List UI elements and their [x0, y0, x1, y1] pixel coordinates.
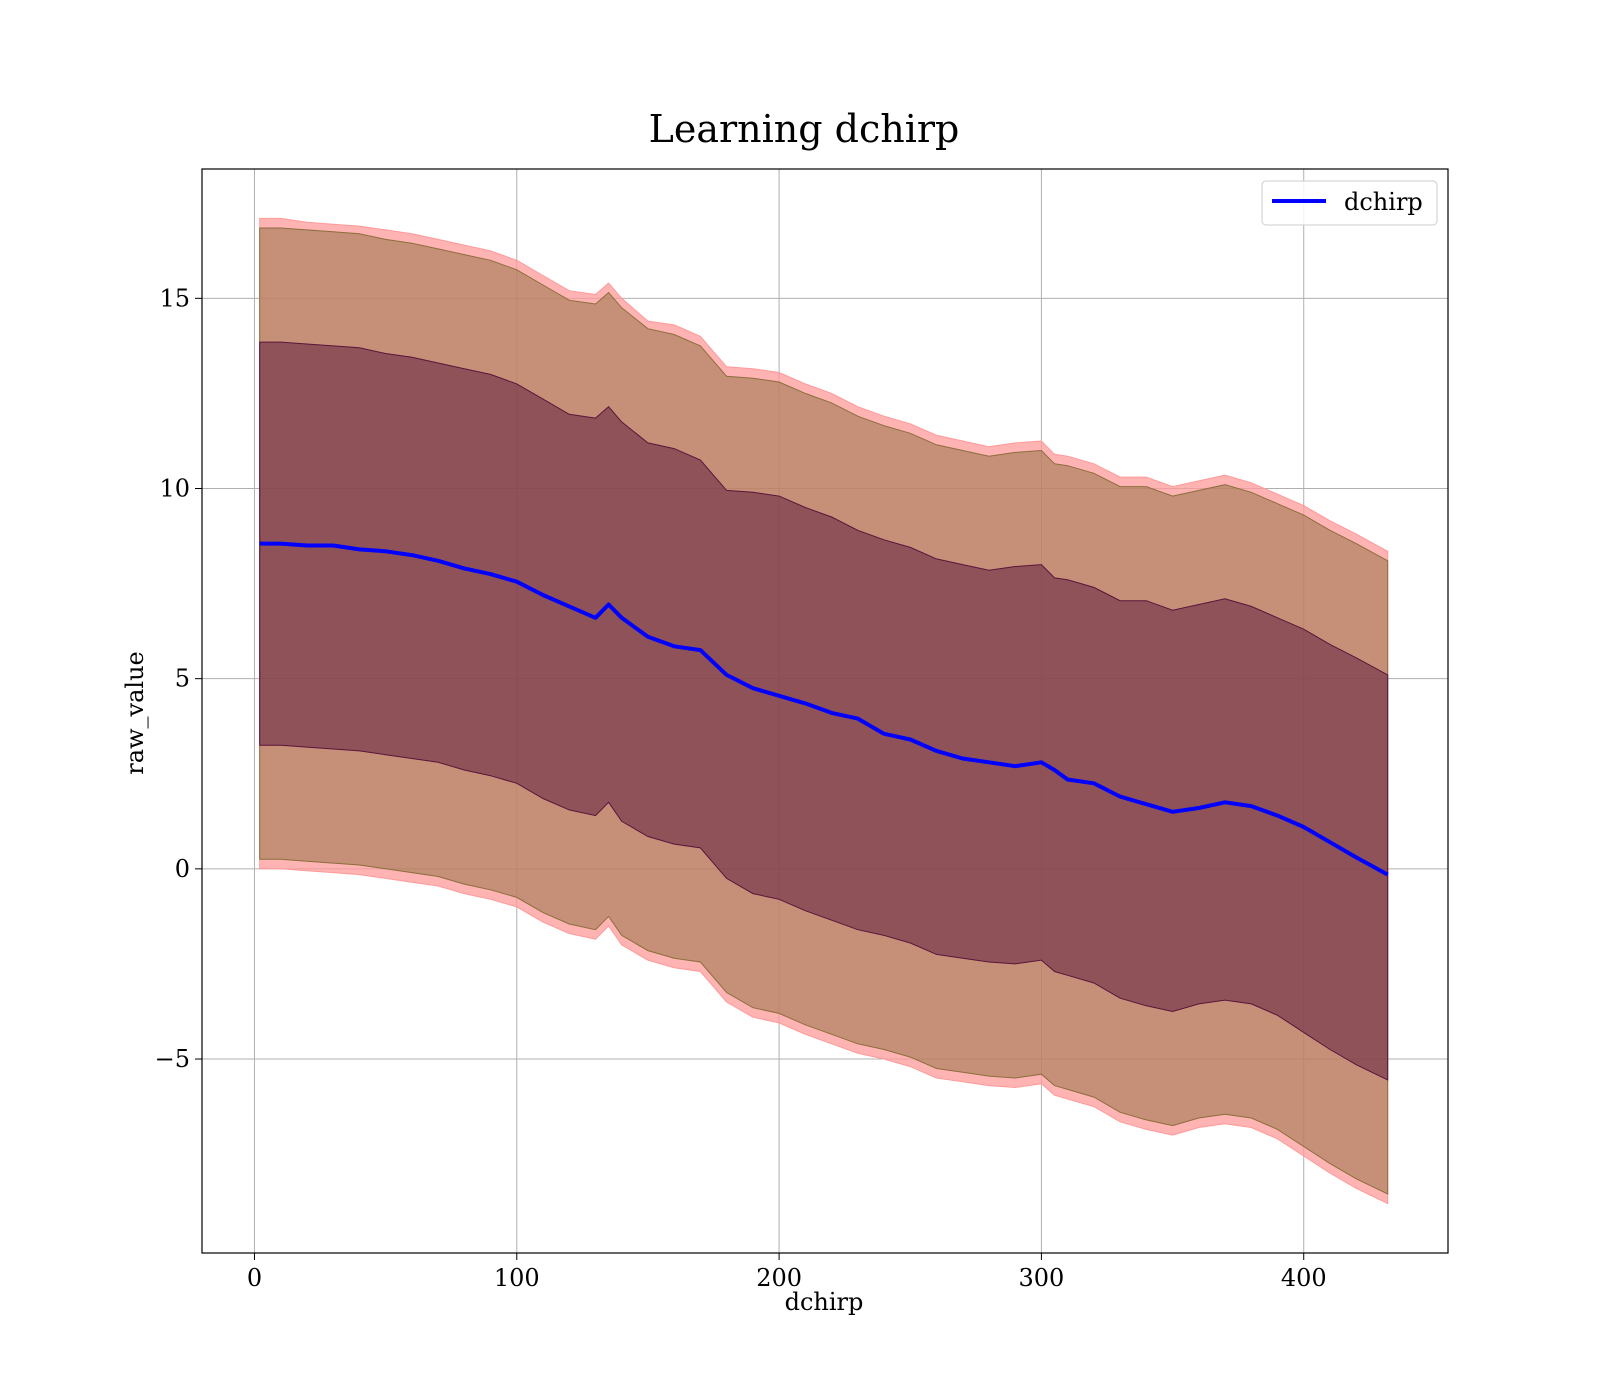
- plot-frame: [201, 168, 1449, 1254]
- series-lines: [259, 541, 1389, 877]
- x-tick-label: 0: [247, 1264, 262, 1292]
- y-tick-label: 10: [159, 474, 190, 502]
- chart-title: Learning dchirp: [649, 107, 960, 151]
- y-axis-label: raw_value: [121, 651, 149, 775]
- x-tick-label: 200: [756, 1264, 802, 1292]
- x-tick-label: 400: [1281, 1264, 1327, 1292]
- axis-ticks: 0 100 200 300 400 −5 0 5 10 15: [155, 284, 1327, 1292]
- y-tick-label: 0: [175, 855, 190, 883]
- y-tick-label: 15: [159, 284, 190, 312]
- x-tick-label: 300: [1019, 1264, 1065, 1292]
- y-tick-label: 5: [175, 665, 190, 693]
- x-axis-label: dchirp: [785, 1288, 864, 1316]
- y-tick-label: −5: [155, 1045, 190, 1073]
- legend-box: [1261, 180, 1438, 226]
- x-tick-label: 100: [494, 1264, 540, 1292]
- series-line-dchirp: [259, 541, 1389, 877]
- legend-label: dchirp: [1344, 188, 1423, 216]
- legend: dchirp: [1261, 180, 1438, 226]
